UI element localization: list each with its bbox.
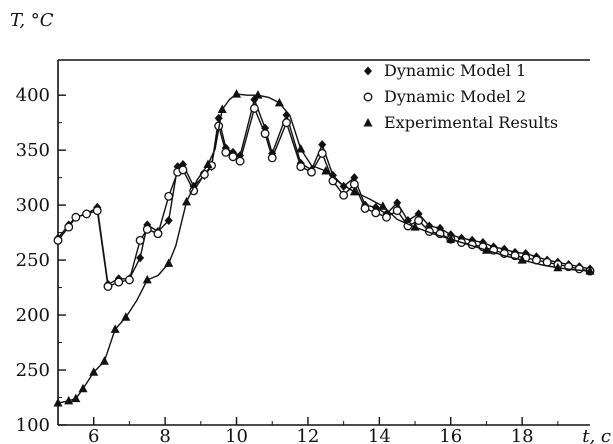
triangle-marker <box>517 255 527 264</box>
y-tick-label: 400 <box>16 85 50 106</box>
y-axis-label: T, °C <box>10 10 54 31</box>
triangle-marker <box>296 144 306 153</box>
x-tick-label: 16 <box>439 426 462 444</box>
x-tick-label: 18 <box>511 426 534 444</box>
triangle-marker <box>99 356 109 365</box>
x-tick-label: 10 <box>225 426 248 444</box>
triangle-marker <box>553 262 563 272</box>
triangle-marker <box>164 258 174 267</box>
circle-marker <box>382 212 391 222</box>
diamond-marker <box>393 198 402 208</box>
circle-marker <box>92 206 102 216</box>
diamond-marker <box>318 140 327 150</box>
diamond-marker <box>364 66 372 76</box>
y-tick-label: 100 <box>16 415 50 436</box>
circle-marker <box>349 179 359 189</box>
series-line <box>57 93 591 404</box>
triangle-marker <box>321 166 331 175</box>
triangle-marker <box>71 393 81 403</box>
circle-marker <box>328 176 338 186</box>
triangle-marker <box>142 274 152 284</box>
circle-marker <box>363 92 373 102</box>
triangle-marker <box>232 89 242 98</box>
circle-marker <box>221 147 231 157</box>
triangle-marker <box>481 245 491 254</box>
circle-marker <box>71 212 81 222</box>
triangle-marker <box>349 186 359 196</box>
triangle-marker <box>446 234 456 243</box>
y-tick-label: 300 <box>16 195 50 216</box>
triangle-marker <box>274 97 284 107</box>
circle-marker <box>228 152 238 162</box>
series-experimental-results <box>53 89 595 407</box>
circle-marker <box>103 282 113 291</box>
circle-marker <box>360 203 370 213</box>
triangle-marker <box>217 104 227 113</box>
circle-marker <box>574 264 584 274</box>
series-line <box>57 107 591 288</box>
circle-marker <box>135 235 145 245</box>
x-tick-label: 6 <box>88 426 99 444</box>
circle-marker <box>124 275 134 285</box>
triangle-marker <box>53 398 63 407</box>
x-tick-label: 8 <box>159 426 170 444</box>
legend-label: Dynamic Model 2 <box>384 87 526 106</box>
triangle-marker <box>410 222 420 231</box>
x-tick-label: 14 <box>368 426 391 444</box>
circle-marker <box>371 208 381 218</box>
legend-label: Dynamic Model 1 <box>384 61 526 80</box>
diamond-marker <box>282 110 291 120</box>
y-tick-label: 200 <box>16 305 50 326</box>
circle-marker <box>307 167 316 177</box>
triangle-marker <box>253 90 263 99</box>
circle-marker <box>260 129 270 139</box>
diamond-marker <box>414 209 423 219</box>
circle-marker <box>64 222 74 232</box>
triangle-marker <box>585 266 595 275</box>
circle-marker <box>339 190 349 200</box>
circle-marker <box>392 206 402 216</box>
triangle-marker <box>182 196 192 206</box>
circle-marker <box>282 118 291 128</box>
triangle-marker <box>78 383 88 393</box>
circle-marker <box>317 148 327 158</box>
circle-marker <box>53 235 63 245</box>
circle-marker <box>267 153 277 163</box>
diamond-marker <box>350 173 359 183</box>
circle-marker <box>82 209 92 219</box>
circle-marker <box>235 156 245 166</box>
circle-marker <box>249 103 259 113</box>
triangle-marker <box>121 312 131 321</box>
circle-marker <box>296 162 306 172</box>
circle-marker <box>142 224 152 234</box>
y-tick-label: 350 <box>16 140 50 161</box>
legend-label: Experimental Results <box>384 113 558 132</box>
triangle-marker <box>110 324 120 333</box>
y-tick-label: 250 <box>16 250 50 271</box>
x-tick-label: 12 <box>296 426 319 444</box>
series-dynamic-model-2 <box>53 103 595 291</box>
legend: Dynamic Model 1 Dynamic Model 2 Experiment… <box>363 61 558 132</box>
diamond-marker <box>136 253 145 263</box>
triangle-marker <box>203 159 213 168</box>
circle-marker <box>114 277 124 287</box>
series-layer <box>53 89 595 407</box>
triangle-marker <box>378 201 388 210</box>
triangle-marker <box>363 118 373 127</box>
axes: 100 250 200 250 300 350 400 6 8 10 12 14 16 18 T, °C t,… <box>10 10 611 444</box>
circle-marker <box>178 165 188 175</box>
circle-marker <box>164 191 174 201</box>
diamond-marker <box>164 216 173 226</box>
circle-marker <box>153 229 163 239</box>
triangle-marker <box>89 367 99 376</box>
y-tick-label: 250 <box>16 360 50 381</box>
circle-marker <box>414 216 424 225</box>
x-axis-label: t, c <box>582 426 611 444</box>
triangle-marker <box>64 395 74 405</box>
